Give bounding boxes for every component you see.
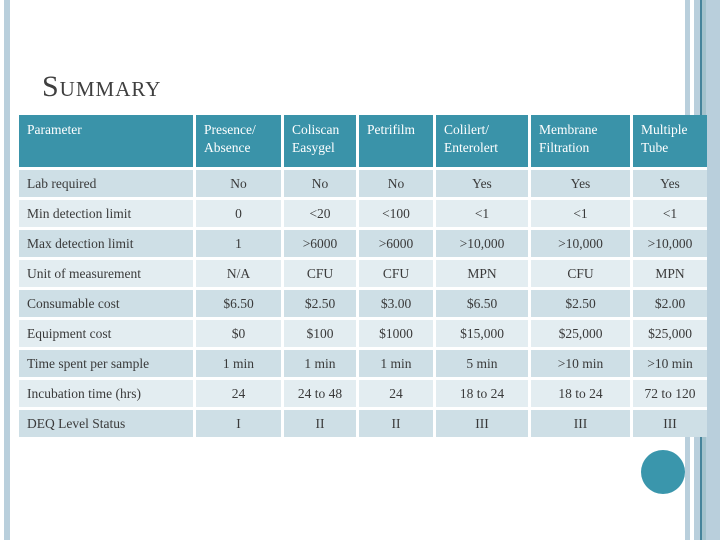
- table-cell: <1: [633, 200, 707, 227]
- table-cell: >10,000: [436, 230, 528, 257]
- column-header-6: Multiple Tube: [633, 115, 707, 167]
- row-label: Unit of measurement: [19, 260, 193, 287]
- table-cell: 24: [359, 380, 433, 407]
- table-cell: >10 min: [633, 350, 707, 377]
- table-cell: $100: [284, 320, 356, 347]
- table-cell: $0: [196, 320, 281, 347]
- table-cell: >10,000: [531, 230, 630, 257]
- table-cell: 18 to 24: [531, 380, 630, 407]
- column-header-4: Colilert/ Enterolert: [436, 115, 528, 167]
- table-cell: No: [284, 170, 356, 197]
- table-cell: MPN: [633, 260, 707, 287]
- table-cell: CFU: [531, 260, 630, 287]
- table-cell: 24 to 48: [284, 380, 356, 407]
- table-cell: No: [359, 170, 433, 197]
- column-header-0: Parameter: [19, 115, 193, 167]
- left-accent-stripe: [4, 0, 10, 540]
- table-cell: I: [196, 410, 281, 437]
- table-cell: $3.00: [359, 290, 433, 317]
- table-cell: Yes: [436, 170, 528, 197]
- table-cell: $2.00: [633, 290, 707, 317]
- right-accent-stripe-5: [706, 0, 720, 540]
- table-cell: 72 to 120: [633, 380, 707, 407]
- table-cell: >6000: [284, 230, 356, 257]
- row-label: Time spent per sample: [19, 350, 193, 377]
- table-cell: III: [633, 410, 707, 437]
- table-cell: II: [359, 410, 433, 437]
- table-cell: $6.50: [196, 290, 281, 317]
- row-label: Incubation time (hrs): [19, 380, 193, 407]
- table-cell: 0: [196, 200, 281, 227]
- table-cell: III: [436, 410, 528, 437]
- table-cell: Yes: [531, 170, 630, 197]
- table-cell: 1 min: [196, 350, 281, 377]
- column-header-5: Membrane Filtration: [531, 115, 630, 167]
- row-label: Equipment cost: [19, 320, 193, 347]
- table-cell: $25,000: [531, 320, 630, 347]
- table-cell: Yes: [633, 170, 707, 197]
- table-cell: 1 min: [284, 350, 356, 377]
- row-label: Min detection limit: [19, 200, 193, 227]
- table-cell: >10 min: [531, 350, 630, 377]
- table-cell: N/A: [196, 260, 281, 287]
- table-cell: CFU: [284, 260, 356, 287]
- table-cell: <1: [531, 200, 630, 227]
- table-cell: >10,000: [633, 230, 707, 257]
- table-cell: $2.50: [284, 290, 356, 317]
- column-header-3: Petrifilm: [359, 115, 433, 167]
- row-label: DEQ Level Status: [19, 410, 193, 437]
- table-cell: 18 to 24: [436, 380, 528, 407]
- table-cell: <100: [359, 200, 433, 227]
- decorative-circle: [641, 450, 685, 494]
- table-cell: 24: [196, 380, 281, 407]
- table-cell: $15,000: [436, 320, 528, 347]
- table-cell: $1000: [359, 320, 433, 347]
- table-cell: No: [196, 170, 281, 197]
- column-header-2: Coliscan Easygel: [284, 115, 356, 167]
- table-cell: <1: [436, 200, 528, 227]
- table-cell: III: [531, 410, 630, 437]
- table-cell: 1 min: [359, 350, 433, 377]
- column-header-1: Presence/ Absence: [196, 115, 281, 167]
- table-cell: II: [284, 410, 356, 437]
- table-cell: MPN: [436, 260, 528, 287]
- table-cell: $25,000: [633, 320, 707, 347]
- slide-title: Summary: [42, 70, 162, 103]
- row-label: Consumable cost: [19, 290, 193, 317]
- table-cell: 5 min: [436, 350, 528, 377]
- row-label: Max detection limit: [19, 230, 193, 257]
- table-cell: $2.50: [531, 290, 630, 317]
- table-cell: 1: [196, 230, 281, 257]
- table-cell: <20: [284, 200, 356, 227]
- table-cell: >6000: [359, 230, 433, 257]
- row-label: Lab required: [19, 170, 193, 197]
- summary-table: Parameter Presence/ Absence Coliscan Easyg…: [19, 115, 707, 437]
- table-cell: $6.50: [436, 290, 528, 317]
- table-cell: CFU: [359, 260, 433, 287]
